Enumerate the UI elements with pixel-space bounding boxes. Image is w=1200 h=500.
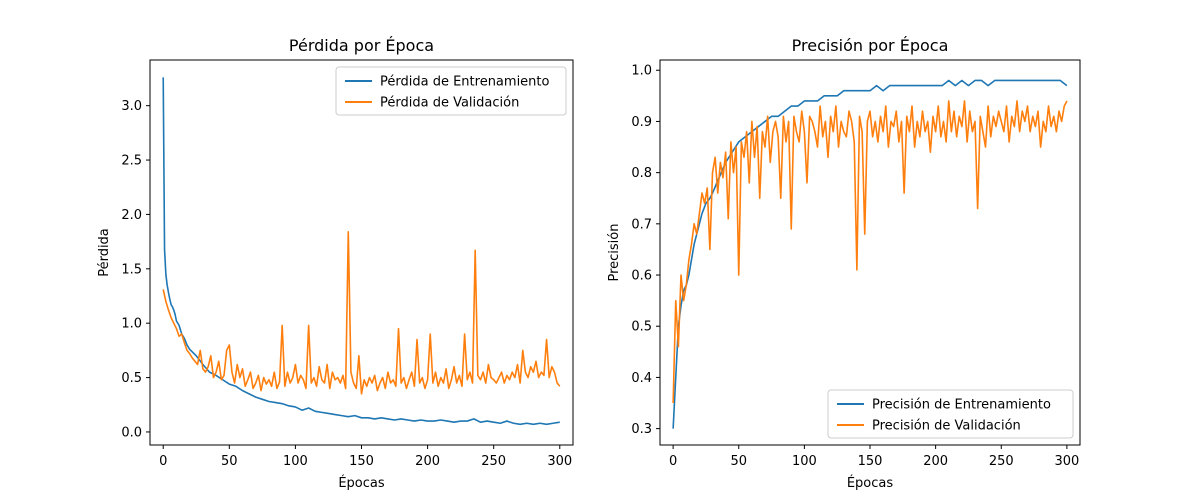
legend-label-2: Precisión de Validación [872,419,1021,434]
y-tick-label: 1.5 [121,262,142,277]
x-tick-label: 300 [547,454,572,469]
y-tick-label: 2.0 [121,208,142,223]
chart-title: Pérdida por Época [289,36,434,55]
y-axis-label: Pérdida [97,228,112,277]
x-tick-label: 200 [923,454,948,469]
series-line-1 [162,77,560,426]
y-tick-label: 1.0 [121,317,142,332]
loss-chart: 0 50 100 150 200 250 300 0.0 0.5 1.0 1.5 2.0 2.5 3.0 P… [97,36,574,491]
y-tick-label: 1.0 [631,64,652,79]
y-tick-label: 0.9 [631,115,652,130]
y-tick-label: 3.0 [121,99,142,114]
x-tick-label: 0 [159,454,167,469]
accuracy-chart: 0 50 100 150 200 250 300 0.3 0.4 0.5 0.6 0.7 0.8 0.9 1… [607,36,1081,491]
x-tick-label: 150 [858,454,883,469]
legend-label-1: Pérdida de Entrenamiento [380,75,550,90]
x-tick-label: 300 [1054,454,1079,469]
plot-area [149,59,574,446]
x-tick-label: 100 [792,454,817,469]
legend: Pérdida de Entrenamiento Pérdida de Valid… [335,66,567,116]
x-tick-label: 50 [221,454,238,469]
legend-box [827,389,1074,439]
y-tick-label: 0.0 [121,425,142,440]
x-tick-label: 100 [283,454,308,469]
y-tick-label: 0.3 [631,422,652,437]
x-axis-label: Épocas [338,475,385,491]
x-tick-label: 50 [730,454,747,469]
y-tick-label: 2.5 [121,154,142,169]
x-tick-label: 0 [669,454,677,469]
y-tick-label: 0.6 [631,269,652,284]
y-axis-label: Precisión [607,223,622,281]
legend-box [335,66,567,116]
series-line-2 [162,231,561,395]
x-axis-label: Épocas [847,475,894,491]
y-tick-label: 0.4 [631,371,652,386]
x-tick-label: 250 [989,454,1014,469]
series-line-2 [672,100,1068,404]
legend-label-2: Pérdida de Validación [380,96,519,111]
legend-label-1: Precisión de Entrenamiento [872,398,1051,413]
y-tick-label: 0.7 [631,217,652,232]
x-tick-label: 250 [481,454,506,469]
series-line-1 [672,79,1068,429]
y-tick-label: 0.5 [631,320,652,335]
x-tick-label: 150 [349,454,374,469]
legend: Precisión de Entrenamiento Precisión de V… [827,389,1074,439]
plot-area [659,59,1081,446]
x-tick-label: 200 [415,454,440,469]
y-tick-label: 0.8 [631,166,652,181]
chart-title: Precisión por Época [792,36,949,55]
y-tick-label: 0.5 [121,371,142,386]
